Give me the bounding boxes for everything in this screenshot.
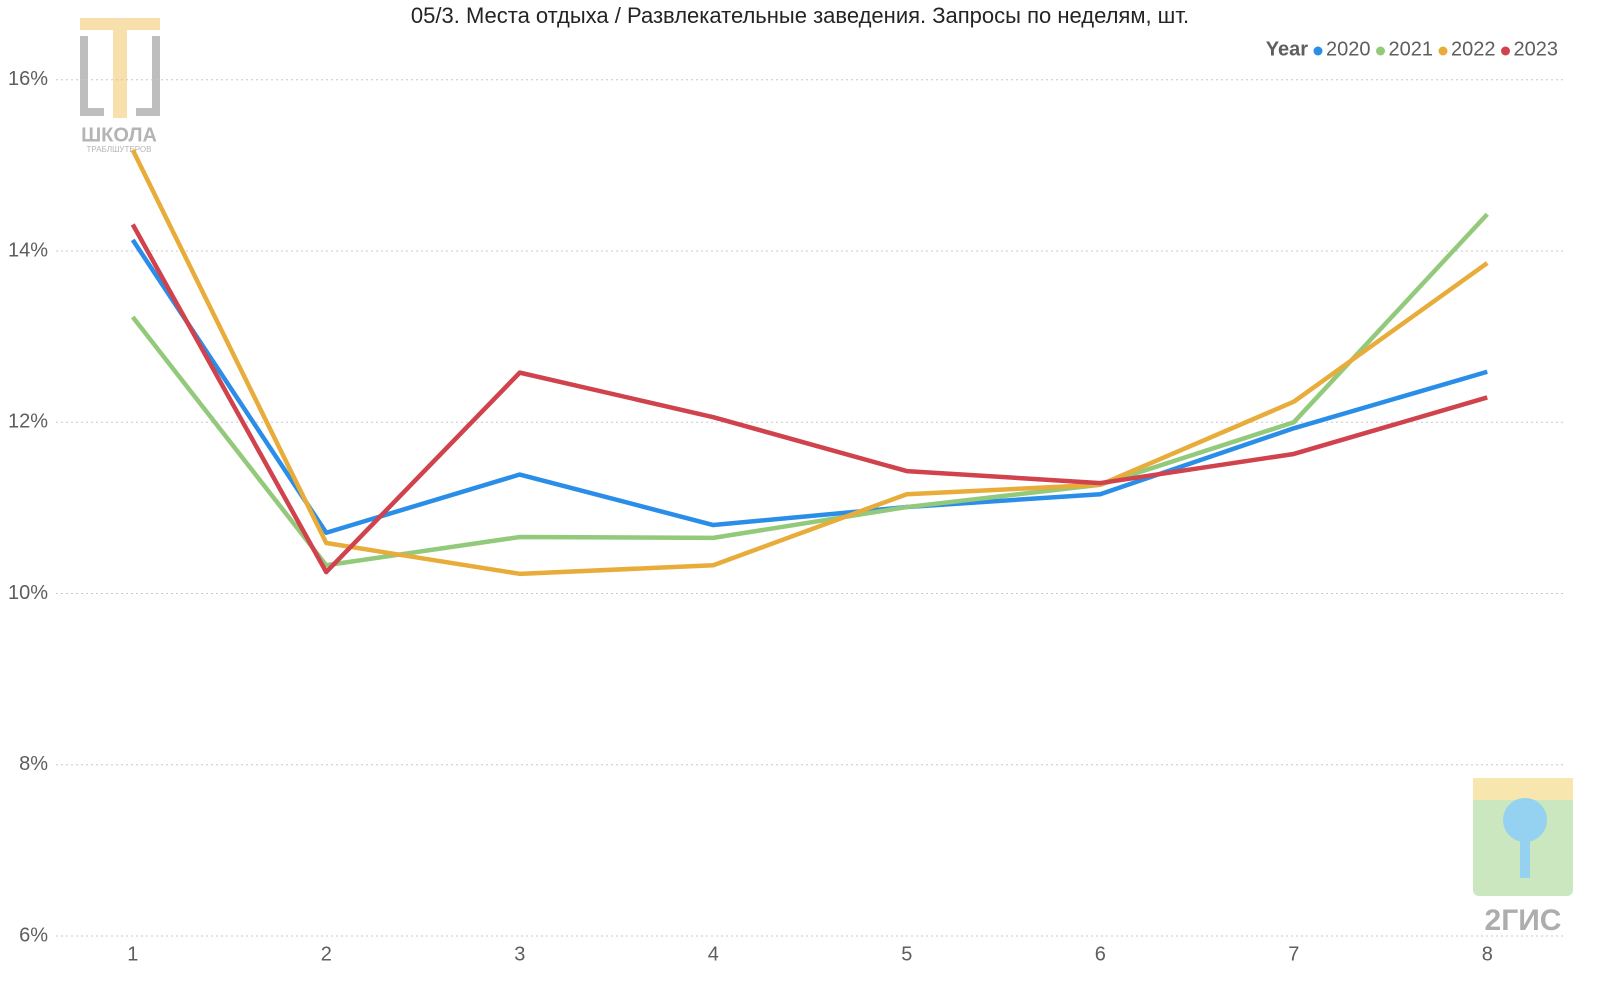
line-series: [130, 149, 1489, 577]
legend-label: 2021: [1389, 38, 1434, 60]
legend-marker: [1438, 46, 1448, 56]
x-tick-label: 7: [1288, 943, 1299, 965]
legend-label: 2022: [1451, 38, 1496, 60]
legend-title: Year: [1266, 38, 1308, 60]
logo-text: ТРАБЛШУТЕРОВ: [87, 145, 152, 154]
y-tick-label: 14%: [8, 239, 48, 261]
logo-shape: [80, 18, 160, 30]
y-tick-label: 16%: [8, 68, 48, 90]
x-tick-label: 3: [514, 943, 525, 965]
logo-shape: [1473, 778, 1573, 800]
x-tick-label: 2: [321, 943, 332, 965]
legend-marker: [1501, 46, 1510, 56]
logo-shape: [80, 36, 160, 116]
logo-shape: [1503, 798, 1547, 842]
y-tick-label: 8%: [19, 753, 48, 775]
line-series: [130, 212, 1489, 568]
logo-text: 2ГИС: [1485, 904, 1562, 937]
legend-label: 2023: [1514, 38, 1559, 60]
logo-text: ШКОЛА: [81, 124, 157, 146]
logo-school: ШКОЛА ТРАБЛШУТЕРОВ: [80, 18, 160, 154]
x-tick-label: 4: [708, 943, 719, 965]
line-series: [130, 223, 1488, 575]
legend-label: 2020: [1326, 38, 1371, 60]
logo-2gis: 2ГИС: [1473, 778, 1573, 937]
y-tick-label: 10%: [8, 582, 48, 604]
line-series: [130, 238, 1488, 535]
x-tick-label: 8: [1482, 943, 1493, 965]
x-tick-label: 5: [901, 943, 912, 965]
y-tick-label: 6%: [19, 924, 48, 946]
legend-marker: [1313, 46, 1323, 56]
logo-shape: [113, 30, 127, 118]
x-tick-label: 1: [127, 943, 138, 965]
logo-shape: [1520, 838, 1530, 878]
y-tick-label: 12%: [8, 411, 48, 433]
chart-title: 05/3. Места отдыха / Развлекательные зав…: [411, 3, 1189, 28]
x-tick-label: 6: [1095, 943, 1106, 965]
legend-marker: [1376, 46, 1385, 56]
legend: 2023 2022 2021 2020 Year: [1266, 38, 1558, 60]
